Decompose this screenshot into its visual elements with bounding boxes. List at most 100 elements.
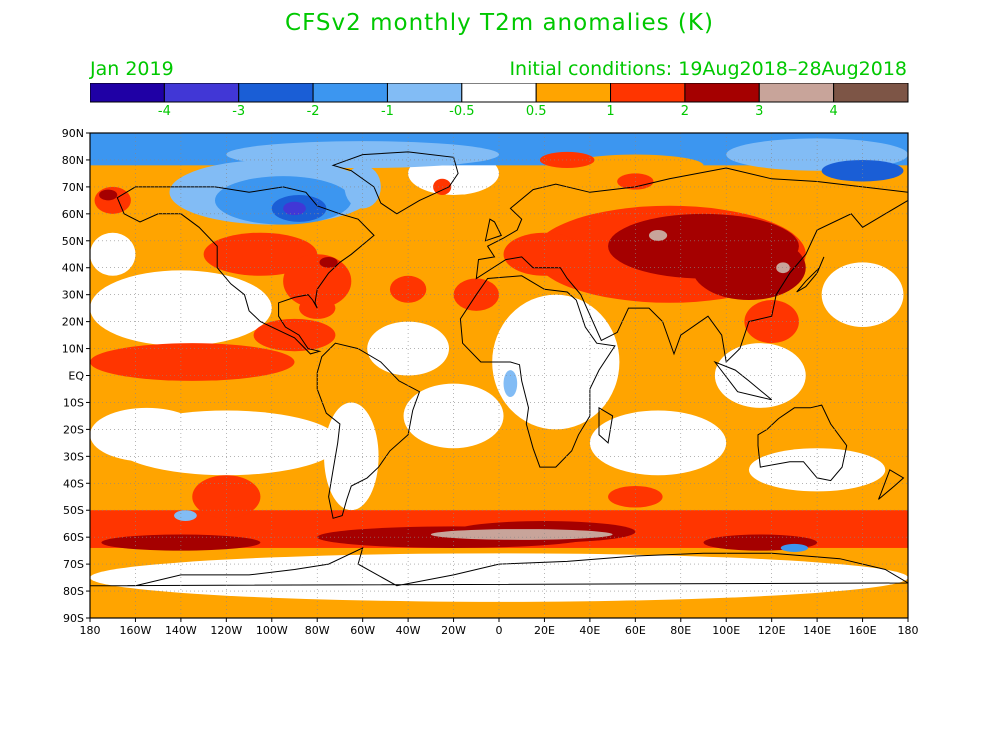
- colorbar-segment: [833, 83, 909, 103]
- colorbar-segment: [461, 83, 537, 103]
- arctic-cold-area: [821, 159, 904, 182]
- colorbar-tick-label: 2: [680, 104, 690, 119]
- colorbar-tick-label: -3: [232, 104, 246, 119]
- colorbar-tick-label: 0.5: [525, 104, 547, 119]
- colorbar-segment: [684, 83, 760, 103]
- southern-ocean-extreme-area: [430, 529, 613, 540]
- colorbar-segment: [758, 83, 835, 103]
- lon-tick-label: 60E: [625, 624, 646, 637]
- barents-warm-core: [539, 151, 595, 169]
- colorbar-tick-label: -4: [157, 104, 171, 119]
- new-zealand-outline: [878, 469, 905, 500]
- southern-ocean-cool-spot: [780, 543, 809, 552]
- lat-tick-label: 20N: [62, 316, 84, 329]
- lat-tick-label: 50S: [63, 504, 84, 517]
- greenland-outline: [331, 151, 459, 215]
- lat-tick-label: 30N: [62, 289, 84, 302]
- neutral-area: [403, 383, 504, 449]
- lon-tick-label: 40E: [579, 624, 600, 637]
- lat-tick-label: 10S: [63, 396, 84, 409]
- lat-tick-label: 10N: [62, 343, 84, 356]
- lat-tick-label: 90N: [62, 127, 84, 140]
- lon-tick-label: 180: [898, 624, 919, 637]
- madagascar-outline: [598, 406, 614, 444]
- extreme-warm-spot: [776, 262, 790, 274]
- south-indian-warm-area: [608, 485, 663, 508]
- tropical-pacific-warm-area: [253, 318, 336, 352]
- hudson-cold-core: [283, 201, 306, 216]
- neutral-area: [367, 321, 450, 376]
- lat-tick-label: 60N: [62, 208, 84, 221]
- tropical-pacific-warm-area: [90, 343, 295, 381]
- lon-tick-label: 140E: [803, 624, 831, 637]
- namerica-warm-area: [203, 232, 318, 276]
- antarctica-outline: [90, 546, 908, 587]
- lat-tick-label: 80N: [62, 154, 84, 167]
- lon-tick-label: 120W: [210, 624, 242, 637]
- graticule: [90, 133, 908, 618]
- mongolia-hot-area: [692, 235, 806, 301]
- lon-tick-label: 80E: [670, 624, 691, 637]
- lat-tick-label: 40N: [62, 262, 84, 275]
- lat-tick-label: 50N: [62, 235, 84, 248]
- colorbar-tick-label: -0.5: [449, 104, 475, 119]
- colorbar-segment: [312, 83, 388, 103]
- alaska-hot-spot: [99, 189, 118, 201]
- lat-tick-label: 80S: [63, 585, 84, 598]
- eurasia-outline: [475, 167, 908, 364]
- colorbar-tick-label: 1: [606, 104, 615, 119]
- global-anomaly-map: 90N 80N 70N 60N 50N 40N 30N 20N 10N EQ 10S 20S 30S 40…: [62, 127, 919, 637]
- south-pacific-cool-spot: [174, 510, 197, 521]
- neutral-area: [714, 343, 806, 408]
- neutral-area: [492, 294, 620, 430]
- lon-tick-label: 20E: [534, 624, 555, 637]
- north-america-outline: [116, 186, 375, 355]
- namerica-hot-spot: [319, 256, 338, 268]
- colorbar: [90, 83, 909, 103]
- britain-outline: [484, 218, 503, 242]
- lon-tick-label: 80W: [305, 624, 330, 637]
- colorbar-labels: -4 -3 -2 -1 -0.5 0.5 1 2 3 4: [0, 104, 999, 124]
- lon-tick-label: 40W: [396, 624, 421, 637]
- lon-tick-label: 120E: [758, 624, 786, 637]
- gulf-warm-area: [299, 297, 336, 319]
- lat-tick-label: 70S: [63, 558, 84, 571]
- colorbar-segment: [386, 83, 463, 103]
- forecast-month: Jan 2019: [90, 58, 174, 80]
- lon-tick-label: 100E: [712, 624, 740, 637]
- colorbar-segment: [610, 83, 686, 103]
- lon-tick-label: 100W: [256, 624, 288, 637]
- indonesia-outline: [713, 360, 773, 401]
- colorbar-tick-label: 4: [829, 104, 838, 119]
- lon-tick-label: 60W: [350, 624, 375, 637]
- neutral-area: [90, 407, 204, 462]
- lon-tick-label: 180: [80, 624, 101, 637]
- lon-tick-label: 140W: [165, 624, 197, 637]
- colorbar-tick-label: 3: [755, 104, 764, 119]
- initial-conditions: Initial conditions: 19Aug2018–28Aug2018: [509, 58, 907, 80]
- neutral-area: [90, 232, 136, 276]
- colorbar-segment: [535, 83, 612, 103]
- lon-tick-label: 160E: [849, 624, 877, 637]
- lat-tick-label: 40S: [63, 477, 84, 490]
- colorbar-segment: [90, 83, 165, 103]
- japan-outline: [796, 256, 825, 293]
- colorbar-tick-label: -1: [380, 104, 394, 119]
- lon-tick-label: 160W: [120, 624, 152, 637]
- neutral-area: [589, 410, 727, 476]
- africa-outline: [459, 275, 616, 468]
- australia-outline: [757, 404, 848, 482]
- lat-tick-label: 30S: [63, 450, 84, 463]
- lat-tick-label: 70N: [62, 181, 84, 194]
- map-title: CFSv2 monthly T2m anomalies (K): [285, 10, 714, 36]
- colorbar-segment: [163, 83, 240, 103]
- africa-cool-spot: [503, 370, 518, 398]
- lon-tick-label: 0: [496, 624, 503, 637]
- southern-ocean-hot-area: [101, 534, 261, 551]
- extreme-warm-spot: [648, 230, 668, 241]
- lon-tick-label: 20W: [441, 624, 466, 637]
- colorbar-tick-label: -2: [306, 104, 320, 119]
- europe-warm-area: [503, 232, 586, 276]
- colorbar-segment: [238, 83, 314, 103]
- neutral-area: [324, 402, 379, 511]
